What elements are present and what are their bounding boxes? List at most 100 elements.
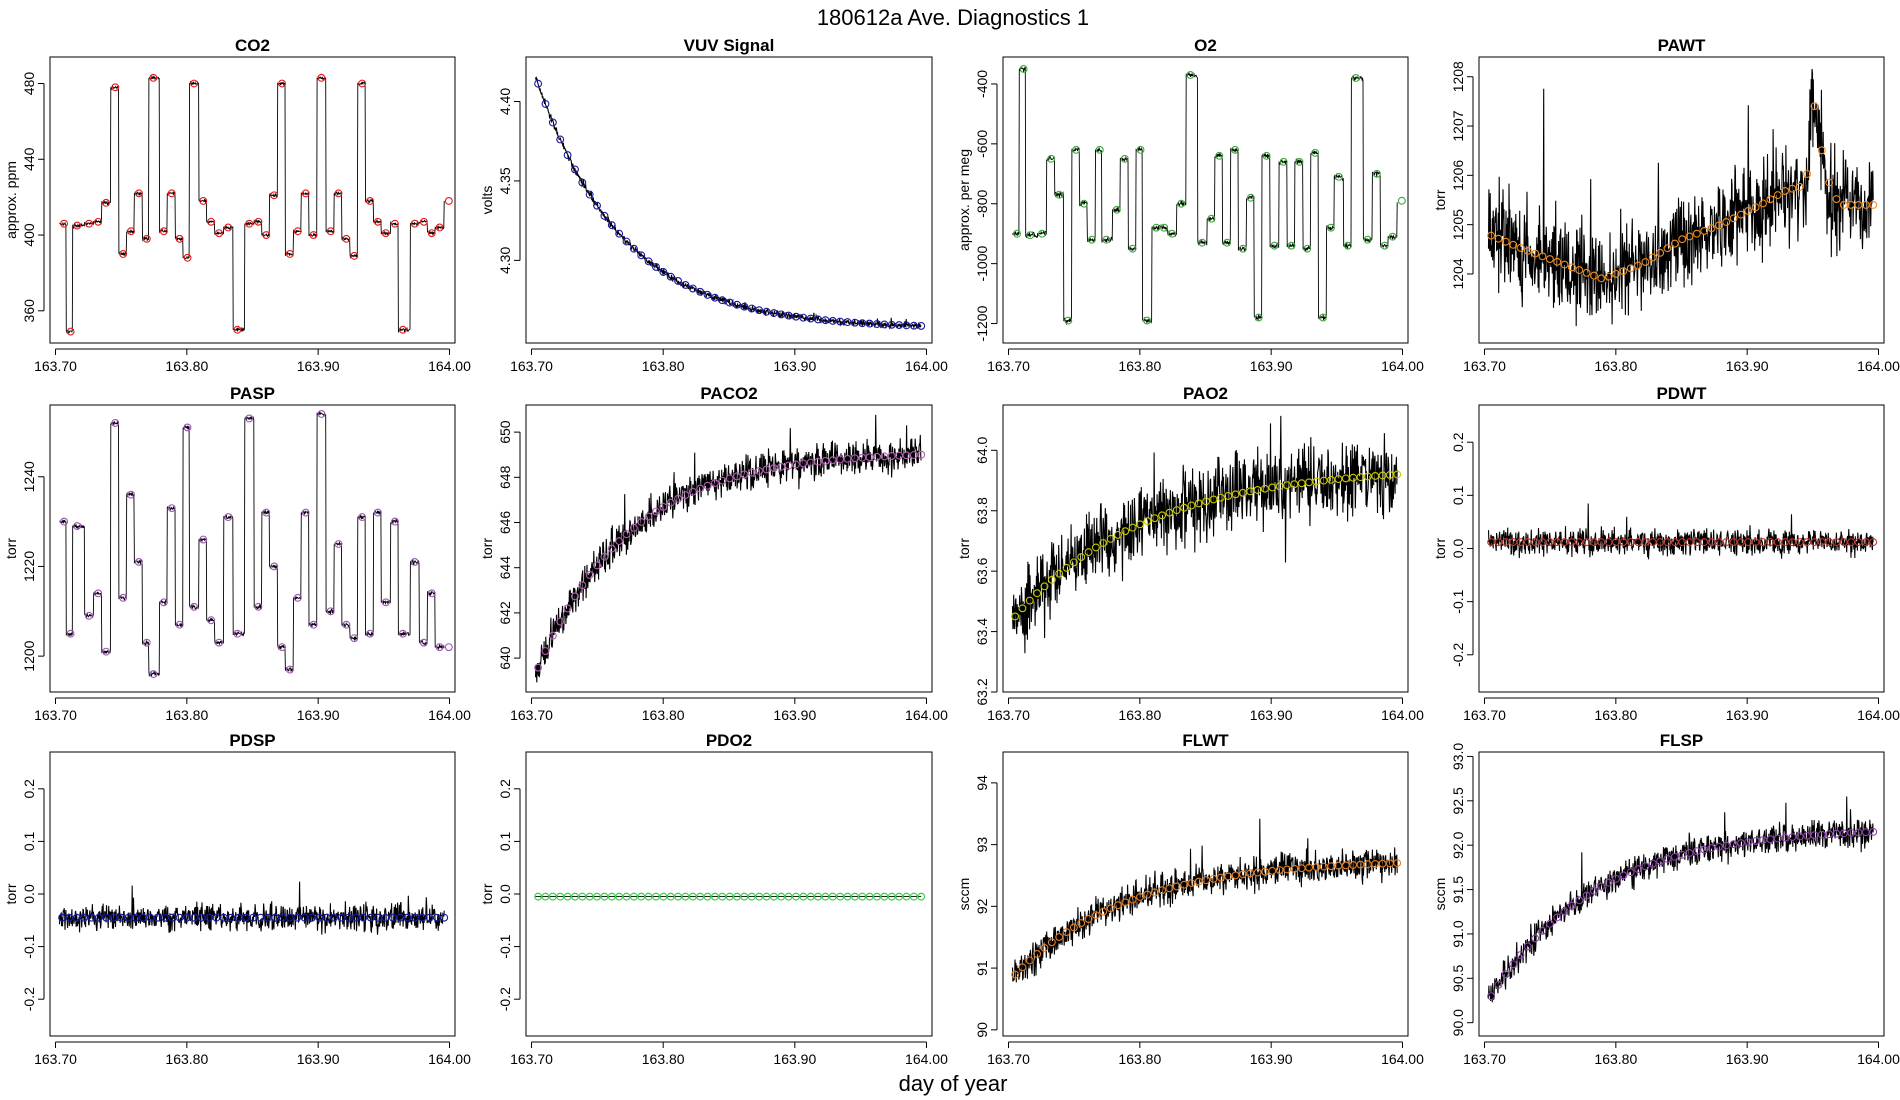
- average-point: [1238, 488, 1247, 497]
- average-point: [1349, 860, 1358, 869]
- panel-title: PDWT: [1656, 384, 1707, 403]
- average-point: [1268, 866, 1277, 875]
- average-point: [1062, 563, 1071, 572]
- average-point: [909, 321, 918, 330]
- y-tick-label: 0.0: [497, 884, 513, 904]
- x-tick-label: 164.00: [428, 1051, 471, 1067]
- average-point: [1341, 474, 1350, 483]
- average-point: [1759, 199, 1767, 208]
- x-tick-label: 163.90: [1726, 1051, 1769, 1067]
- average-point: [858, 453, 867, 462]
- average-point: [718, 892, 727, 901]
- average-point: [873, 892, 881, 901]
- average-point: [1055, 190, 1064, 199]
- average-point: [1047, 938, 1056, 947]
- average-point: [784, 311, 793, 320]
- average-point: [175, 234, 184, 243]
- y-tick-label: 64.0: [974, 436, 990, 463]
- average-point: [1062, 928, 1071, 937]
- average-point: [85, 219, 93, 228]
- average-point: [541, 99, 550, 108]
- y-tick-label: 0.1: [21, 831, 37, 851]
- y-tick-label: -800: [974, 190, 990, 218]
- average-point: [1773, 191, 1782, 200]
- x-tick-label: 163.80: [1594, 1051, 1637, 1067]
- average-point: [784, 461, 793, 470]
- y-axis-label: sccm: [956, 878, 972, 911]
- average-point: [1136, 520, 1144, 529]
- figure-xlabel: day of year: [899, 1071, 1008, 1096]
- average-point: [681, 491, 690, 500]
- average-point: [873, 320, 881, 328]
- average-point: [873, 452, 881, 461]
- average-point: [278, 79, 286, 88]
- average-point: [1397, 196, 1406, 205]
- x-tick-label: 164.00: [428, 707, 471, 723]
- average-point: [358, 513, 367, 522]
- average-point: [1121, 898, 1130, 907]
- y-tick-label: 0.2: [497, 779, 513, 799]
- average-point: [1275, 866, 1284, 875]
- y-tick-label: 0.1: [497, 831, 513, 851]
- average-point: [836, 892, 845, 901]
- average-point: [1597, 882, 1606, 891]
- average-point: [578, 892, 587, 901]
- plot-frame: [1002, 56, 1409, 344]
- x-tick-label: 164.00: [905, 358, 948, 374]
- average-point: [548, 892, 557, 901]
- average-point: [534, 663, 543, 672]
- y-tick-label: 1206: [1450, 160, 1466, 191]
- average-point: [570, 592, 579, 601]
- average-point: [1670, 852, 1679, 861]
- average-markers: [1011, 470, 1402, 621]
- average-point: [285, 250, 294, 258]
- average-point: [1582, 268, 1591, 277]
- average-point: [1319, 476, 1328, 485]
- average-point: [821, 456, 830, 465]
- average-point: [119, 593, 128, 602]
- average-point: [1538, 926, 1547, 935]
- average-point: [1341, 861, 1350, 870]
- average-point: [836, 455, 845, 464]
- average-point: [102, 198, 111, 207]
- average-point: [1209, 874, 1218, 883]
- average-point: [1165, 884, 1174, 893]
- x-tick-label: 164.00: [428, 358, 471, 374]
- raw-trace: [1487, 796, 1874, 1003]
- average-point: [1604, 272, 1613, 281]
- average-point: [895, 892, 904, 901]
- y-axis: 90.0 90.5 91.0 91.5 92.0 92.5 93.0: [1450, 743, 1474, 1036]
- x-tick-label: 164.00: [1381, 1051, 1424, 1067]
- average-point: [541, 892, 550, 901]
- y-tick-label: 648: [497, 465, 513, 489]
- average-point: [350, 634, 359, 643]
- average-point: [1810, 102, 1819, 111]
- raw-trace: [1011, 818, 1398, 983]
- average-point: [814, 892, 823, 901]
- y-tick-label: 1205: [1450, 209, 1466, 240]
- x-tick-label: 163.90: [297, 1051, 340, 1067]
- average-point: [1803, 831, 1812, 840]
- average-point: [1297, 864, 1306, 873]
- average-point: [1143, 890, 1152, 899]
- average-point: [149, 670, 158, 679]
- average-point: [1641, 862, 1650, 871]
- panel-pdsp: PDSP torr 163.70 163.80 163.90 164.00 -0.2 -0.1…: [3, 731, 471, 1067]
- average-point: [278, 643, 286, 652]
- average-point: [440, 913, 449, 922]
- average-point: [652, 262, 660, 271]
- average-point: [410, 219, 419, 228]
- y-tick-label: 0.0: [21, 884, 37, 904]
- average-point: [1270, 241, 1279, 250]
- average-point: [1553, 257, 1562, 266]
- average-point: [1253, 486, 1262, 494]
- average-point: [1795, 832, 1804, 841]
- average-point: [718, 296, 727, 305]
- average-point: [1207, 214, 1216, 223]
- x-tick-label: 163.70: [34, 1051, 77, 1067]
- average-point: [792, 892, 800, 901]
- average-point: [548, 118, 557, 127]
- average-point: [814, 315, 823, 324]
- average-point: [134, 189, 143, 198]
- y-axis-label: torr: [956, 538, 972, 559]
